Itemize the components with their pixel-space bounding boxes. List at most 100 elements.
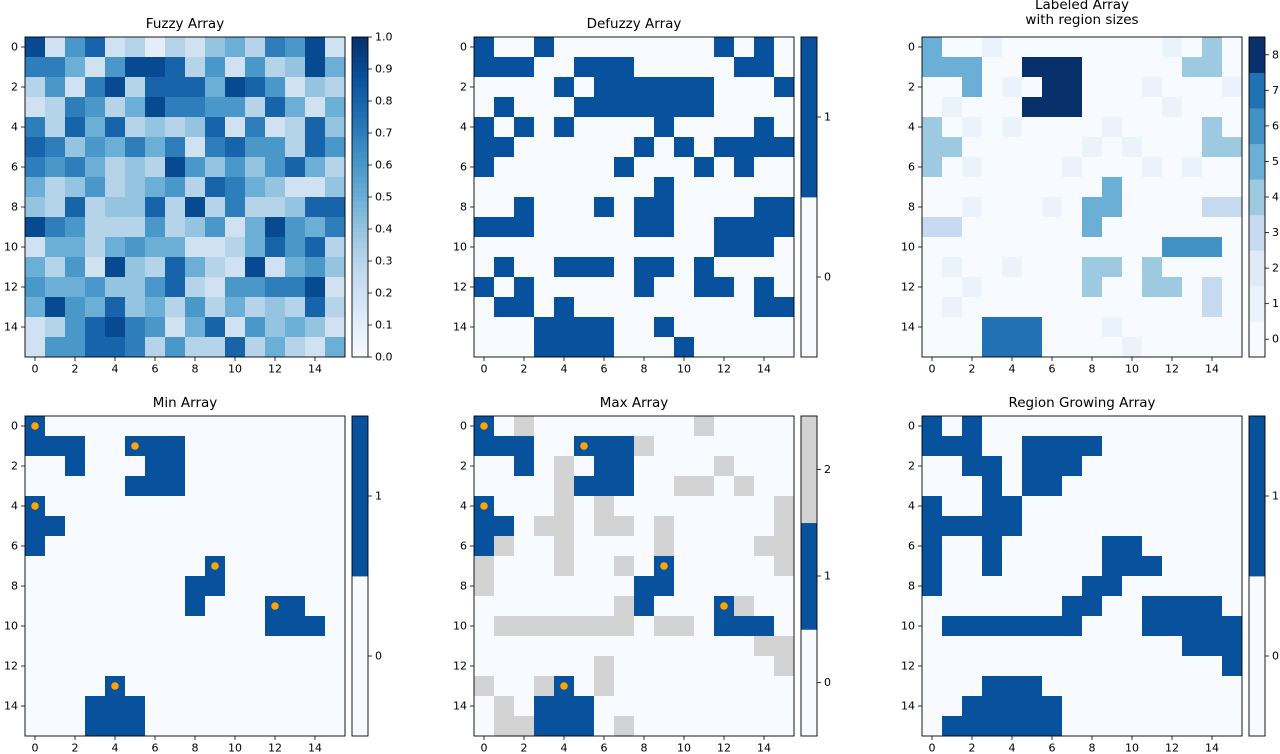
heatmap-cell (734, 57, 755, 78)
heatmap-cell (554, 97, 575, 118)
heatmap-cell (654, 157, 675, 178)
heatmap-cell (614, 716, 635, 737)
heatmap-cell (1202, 217, 1223, 238)
colorbar-tick-label: 1 (375, 490, 382, 503)
heatmap-cell (1202, 436, 1223, 457)
x-tick-label: 8 (192, 742, 199, 754)
heatmap-cell (574, 516, 595, 537)
heatmap-cell (1122, 257, 1143, 278)
heatmap-cell (754, 576, 775, 597)
y-tick-label: 8 (460, 580, 467, 593)
colorbar-segment (352, 47, 368, 53)
colorbar-segment (352, 37, 368, 43)
heatmap-cell (534, 536, 555, 557)
heatmap-cell (245, 616, 266, 637)
colorbar-tick-label: 0.8 (375, 95, 393, 108)
heatmap-cell (714, 696, 735, 717)
heatmap-cell (65, 237, 86, 258)
heatmap-cell (65, 257, 86, 278)
heatmap-cell (1122, 57, 1143, 78)
heatmap-cell (574, 297, 595, 318)
colorbar-tick-label: 1 (824, 570, 831, 583)
heatmap-cell (1082, 197, 1103, 218)
heatmap-cell (754, 277, 775, 298)
heatmap-cell (1122, 217, 1143, 238)
heatmap-cell (654, 237, 675, 258)
heatmap-cell (982, 636, 1003, 657)
heatmap-cell (285, 297, 306, 318)
heatmap-cell (654, 217, 675, 238)
heatmap-cell (962, 616, 983, 637)
heatmap-cell (1002, 496, 1023, 517)
heatmap-cell (1162, 117, 1183, 138)
x-tick-label: 12 (717, 363, 731, 376)
y-tick-label: 12 (453, 281, 467, 294)
heatmap-cell (45, 177, 66, 198)
heatmap-cell (654, 177, 675, 198)
x-tick-label: 10 (228, 363, 242, 376)
heatmap-cell (225, 596, 246, 617)
heatmap-cell (45, 636, 66, 657)
heatmap-cell (225, 217, 246, 238)
heatmap-cell (1082, 596, 1103, 617)
heatmap-cell (185, 476, 206, 497)
heatmap-cell (962, 117, 983, 138)
heatmap-cell (922, 636, 943, 657)
heatmap-cell (25, 137, 46, 158)
heatmap-cell (25, 97, 46, 118)
heatmap-cell (1122, 416, 1143, 437)
colorbar-segment (801, 197, 817, 358)
heatmap-cell (85, 37, 106, 58)
heatmap-cell (1062, 297, 1083, 318)
heatmap-cell (774, 37, 795, 58)
heatmap-cell (205, 337, 226, 358)
heatmap-cell (65, 696, 86, 717)
heatmap-cell (25, 676, 46, 697)
heatmap-cell (1162, 676, 1183, 697)
heatmap-cell (1142, 257, 1163, 278)
heatmap-cell (474, 97, 495, 118)
heatmap-cell (1162, 237, 1183, 258)
heatmap-cell (1162, 137, 1183, 158)
heatmap-cell (554, 297, 575, 318)
heatmap-cell (534, 496, 555, 517)
heatmap-cell (45, 516, 66, 537)
heatmap-cell (1022, 436, 1043, 457)
heatmap-cell (85, 456, 106, 477)
heatmap-cell (205, 57, 226, 78)
heatmap-cell (65, 616, 86, 637)
heatmap-cell (65, 416, 86, 437)
heatmap-cell (145, 596, 166, 617)
heatmap-cell (474, 456, 495, 477)
heatmap-cell (305, 117, 326, 138)
heatmap-cell (1122, 616, 1143, 637)
heatmap-cell (265, 556, 286, 577)
heatmap-cell (474, 197, 495, 218)
heatmap-cell (305, 636, 326, 657)
heatmap-cell (205, 217, 226, 238)
heatmap-cell (1042, 636, 1063, 657)
heatmap-cell (594, 217, 615, 238)
heatmap-cell (25, 37, 46, 58)
heatmap-cell (962, 716, 983, 737)
heatmap-cell (305, 416, 326, 437)
heatmap-cell (265, 217, 286, 238)
heatmap-cell (305, 77, 326, 98)
heatmap-cell (1122, 656, 1143, 677)
colorbar-segment (1249, 108, 1265, 145)
heatmap-cell (1102, 97, 1123, 118)
heatmap-cell (962, 676, 983, 697)
heatmap-cell (594, 416, 615, 437)
heatmap-cell (514, 157, 535, 178)
heatmap-cell (474, 696, 495, 717)
heatmap-cell (305, 177, 326, 198)
heatmap-cell (165, 237, 186, 258)
heatmap-cell (922, 616, 943, 637)
heatmap-cell (125, 137, 146, 158)
heatmap-cell (674, 636, 695, 657)
heatmap-cell (1002, 137, 1023, 158)
heatmap-cell (1042, 37, 1063, 58)
heatmap-cell (265, 636, 286, 657)
heatmap-cell (165, 416, 186, 437)
